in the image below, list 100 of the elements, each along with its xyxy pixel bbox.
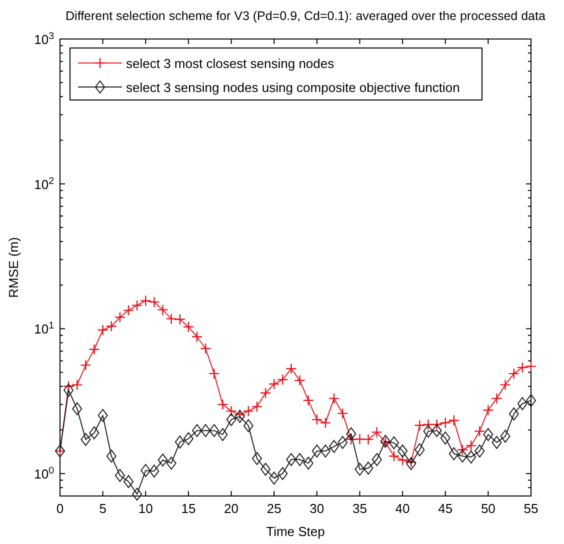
point <box>200 424 211 438</box>
point <box>122 304 134 316</box>
point <box>131 300 143 311</box>
point <box>363 462 374 475</box>
point <box>354 433 366 445</box>
point <box>286 453 296 466</box>
point <box>140 464 151 477</box>
point <box>456 444 468 456</box>
point <box>483 428 494 442</box>
point <box>183 432 194 446</box>
point <box>260 387 272 399</box>
point <box>431 418 442 430</box>
legend-label: select 3 sensing nodes using composite objective function <box>126 80 460 95</box>
point <box>303 456 314 470</box>
point <box>158 454 168 467</box>
point <box>320 444 330 458</box>
y-tick-label: 10$^{2}$ <box>34 175 54 192</box>
point <box>149 464 160 478</box>
point <box>140 295 152 306</box>
point <box>474 426 486 437</box>
point <box>269 472 280 485</box>
point <box>277 374 288 386</box>
point <box>209 424 220 438</box>
point <box>98 408 108 422</box>
point <box>432 424 442 438</box>
point <box>406 456 417 468</box>
point <box>448 414 460 426</box>
point <box>243 419 254 432</box>
x-tick-label: 10 <box>138 501 153 516</box>
point <box>72 379 83 390</box>
point <box>80 360 92 371</box>
point <box>354 462 365 476</box>
y-tick-label: 10$^{0}$ <box>34 465 55 482</box>
point <box>320 417 332 428</box>
point <box>406 457 416 470</box>
point <box>482 404 494 416</box>
point <box>148 296 160 308</box>
point <box>174 436 185 449</box>
point <box>286 363 297 374</box>
point <box>106 450 116 463</box>
point <box>88 344 100 355</box>
point <box>106 320 117 332</box>
point <box>64 384 74 397</box>
point <box>97 324 108 336</box>
point <box>260 462 271 476</box>
x-tick-label: 20 <box>224 501 239 516</box>
point <box>414 443 425 456</box>
point <box>491 392 502 404</box>
point <box>89 426 100 440</box>
point <box>398 444 408 458</box>
y-tick-label: 10$^{3}$ <box>34 30 54 47</box>
point <box>174 314 186 325</box>
point <box>388 436 399 450</box>
point <box>226 405 237 417</box>
point <box>124 475 134 488</box>
point <box>508 407 519 420</box>
point <box>278 467 288 480</box>
point <box>114 468 125 482</box>
point <box>268 378 280 390</box>
x-tick-label: 50 <box>480 501 496 516</box>
point <box>500 379 511 390</box>
point <box>252 452 262 466</box>
point <box>440 417 451 428</box>
point <box>362 434 374 446</box>
point <box>157 304 168 316</box>
point <box>182 321 194 332</box>
point <box>492 436 502 449</box>
point <box>114 312 126 323</box>
point <box>525 360 537 372</box>
y-axis-title: RMSE (m) <box>6 237 21 298</box>
point <box>372 453 382 466</box>
x-tick-label: 0 <box>56 501 64 516</box>
point <box>440 432 450 444</box>
point <box>200 342 212 354</box>
point <box>72 402 82 416</box>
point <box>191 331 203 342</box>
x-tick-label: 55 <box>524 501 538 516</box>
point <box>508 368 520 380</box>
point <box>242 405 254 417</box>
x-tick-label: 30 <box>310 501 324 516</box>
point <box>294 453 305 466</box>
point <box>166 313 177 324</box>
point <box>448 447 459 460</box>
point <box>234 409 246 420</box>
point <box>422 418 434 430</box>
point <box>423 424 434 438</box>
point <box>132 488 142 501</box>
point <box>329 440 340 453</box>
point <box>465 440 477 452</box>
point <box>526 394 536 408</box>
point <box>311 414 323 426</box>
point <box>474 444 485 458</box>
point <box>328 392 340 404</box>
point <box>62 380 74 392</box>
point <box>294 374 306 386</box>
point <box>312 444 322 458</box>
point <box>251 400 263 412</box>
y-tick-label: 10$^{1}$ <box>34 320 54 337</box>
chart-title: Different selection scheme for V3 (Pd=0.9, Cd=0.1): averaged over the processed data <box>66 9 546 23</box>
point <box>457 450 468 463</box>
